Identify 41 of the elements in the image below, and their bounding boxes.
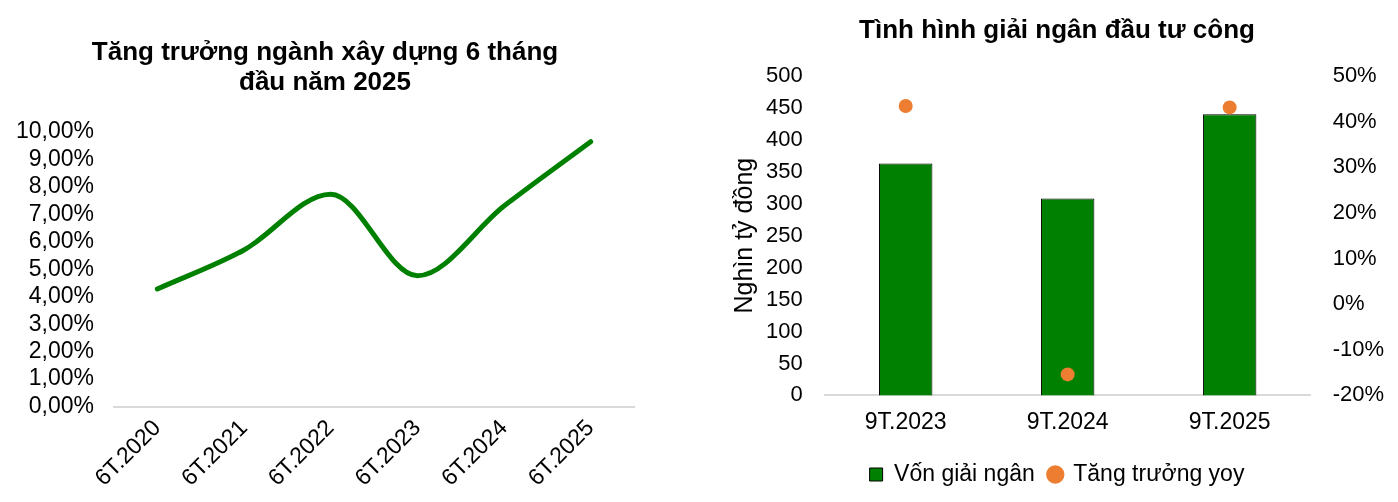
y-tick-label: 7,00% xyxy=(28,199,95,226)
chart-title: Tăng trưởng ngành xây dựng 6 tháng đầu năm 2025 xyxy=(91,36,559,97)
y2-tick-label: 50% xyxy=(1332,61,1377,87)
y-tick-label: 250 xyxy=(765,221,803,247)
y-tick-label: 200 xyxy=(765,253,803,279)
y-tick-label: 450 xyxy=(765,93,803,119)
x-tick-label: 9T.2024 xyxy=(1026,407,1109,434)
y2-tick-label: 0% xyxy=(1332,290,1365,316)
x-tick-label: 9T.2025 xyxy=(1188,407,1271,434)
legend-label: Vốn giải ngân xyxy=(894,459,1035,486)
y2-tick-label: -20% xyxy=(1332,381,1384,407)
y-tick-label: 8,00% xyxy=(28,172,95,199)
chart-title: Tình hình giải ngân đầu tư công xyxy=(859,14,1255,45)
y-tick-label: 0 xyxy=(790,381,803,407)
y-tick-label: 0,00% xyxy=(28,391,95,418)
y-tick-label: 400 xyxy=(765,125,803,151)
y-tick-label: 2,00% xyxy=(28,336,95,363)
y2-tick-label: 20% xyxy=(1332,198,1377,224)
point xyxy=(1222,100,1237,115)
y-tick-label: 5,00% xyxy=(28,254,95,281)
point xyxy=(1060,367,1075,382)
y2-tick-label: 30% xyxy=(1332,153,1377,179)
y-tick-label: 9,00% xyxy=(28,144,95,171)
y2-tick-label: 10% xyxy=(1332,244,1377,270)
y-tick-label: 350 xyxy=(765,157,803,183)
y-tick-label: 150 xyxy=(765,285,803,311)
y2-tick-label: 40% xyxy=(1332,107,1377,133)
x-tick-label: 9T.2023 xyxy=(864,407,947,434)
point xyxy=(898,99,913,114)
y2-tick-label: -10% xyxy=(1332,335,1384,361)
y-tick-label: 3,00% xyxy=(28,309,95,336)
y-tick-label: 10,00% xyxy=(15,117,95,144)
legend-label: Tăng trưởng yoy xyxy=(1073,459,1245,486)
y-tick-label: 100 xyxy=(765,317,803,343)
y-tick-label: 50 xyxy=(778,349,803,375)
y-tick-label: 4,00% xyxy=(28,282,95,309)
y-tick-label: 1,00% xyxy=(28,364,95,391)
y-tick-label: 6,00% xyxy=(28,227,95,254)
y-axis-title: Nghìn tỷ đồng xyxy=(728,157,757,314)
y-tick-label: 300 xyxy=(765,189,803,215)
y-tick-label: 500 xyxy=(765,61,803,87)
